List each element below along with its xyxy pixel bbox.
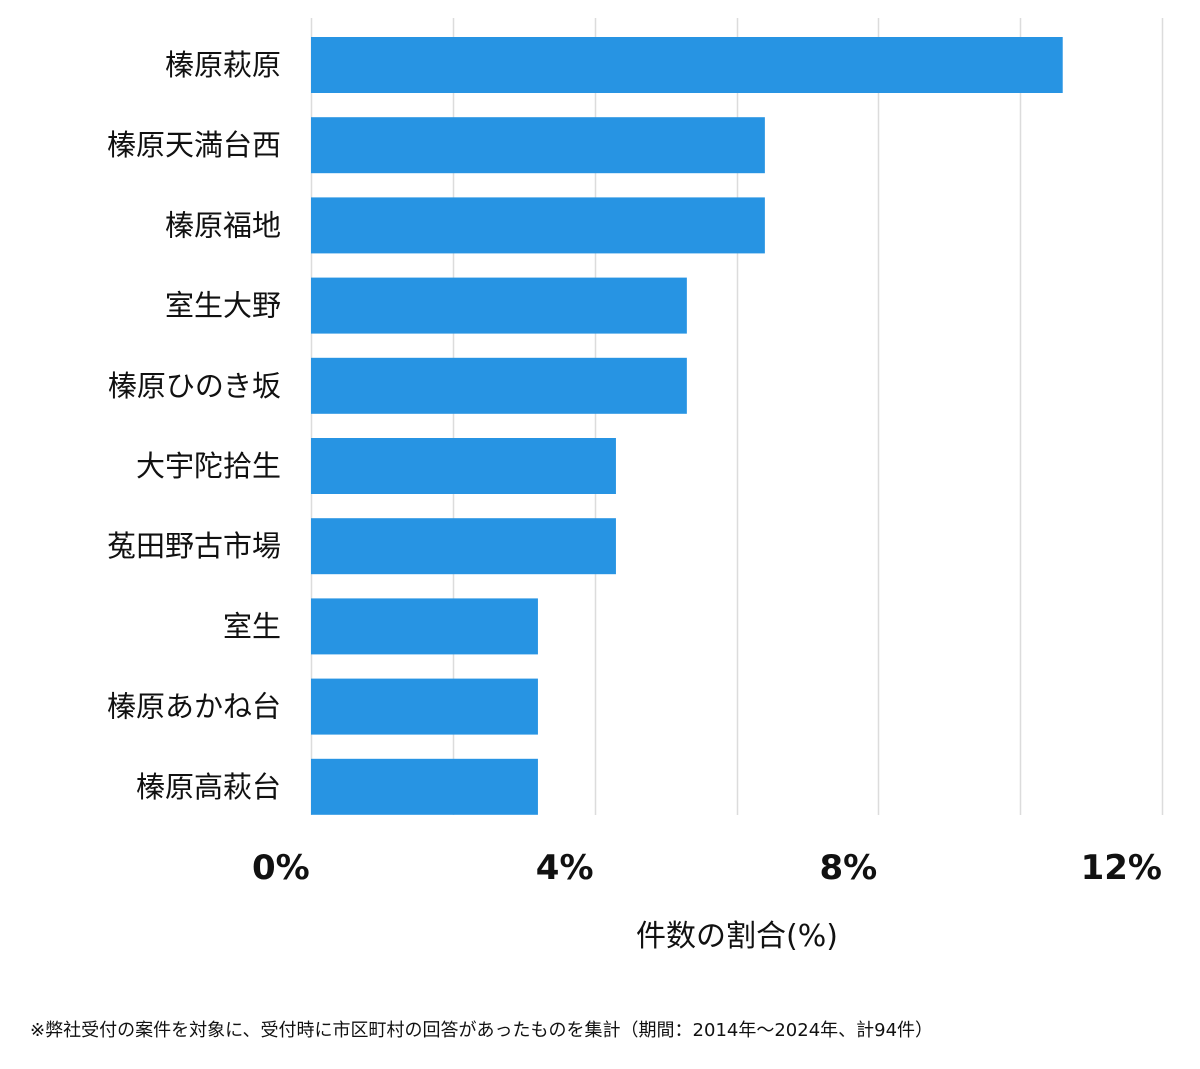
category-label: 大宇陀拾生: [136, 449, 281, 483]
x-tick-label: 8%: [819, 848, 877, 888]
bars: [311, 37, 1063, 815]
x-tick-label: 4%: [536, 848, 594, 888]
x-axis-label: 件数の割合(%): [636, 919, 838, 954]
bar: [311, 518, 616, 575]
bar: [311, 678, 538, 735]
category-label: 菟田野古市場: [107, 529, 281, 563]
category-label: 室生大野: [165, 289, 281, 323]
bar: [311, 117, 765, 174]
x-tick-label: 12%: [1081, 848, 1162, 888]
footnote: ※弊社受付の案件を対象に、受付時に市区町村の回答があったものを集計（期間：201…: [30, 1020, 934, 1041]
bar-chart: 榛原萩原榛原天満台西榛原福地室生大野榛原ひのき坂大宇陀拾生菟田野古市場室生榛原あ…: [107, 18, 1164, 954]
bar: [311, 758, 538, 815]
category-label: 榛原天満台西: [107, 128, 281, 162]
bar: [311, 598, 538, 655]
category-label: 榛原萩原: [165, 48, 281, 82]
bar: [311, 37, 1063, 93]
category-label: 室生: [223, 609, 281, 643]
bar: [311, 277, 687, 334]
x-tick-labels: 0% 4% 8% 12%: [252, 848, 1162, 888]
category-label: 榛原福地: [165, 208, 281, 242]
category-label: 榛原あかね台: [107, 690, 281, 724]
bar: [311, 357, 687, 414]
x-tick-label: 0%: [252, 848, 310, 888]
category-labels: 榛原萩原榛原天満台西榛原福地室生大野榛原ひのき坂大宇陀拾生菟田野古市場室生榛原あ…: [107, 48, 281, 804]
category-label: 榛原ひのき坂: [108, 369, 281, 403]
bar: [311, 438, 616, 494]
bar: [311, 197, 765, 254]
category-label: 榛原高萩台: [136, 770, 281, 804]
